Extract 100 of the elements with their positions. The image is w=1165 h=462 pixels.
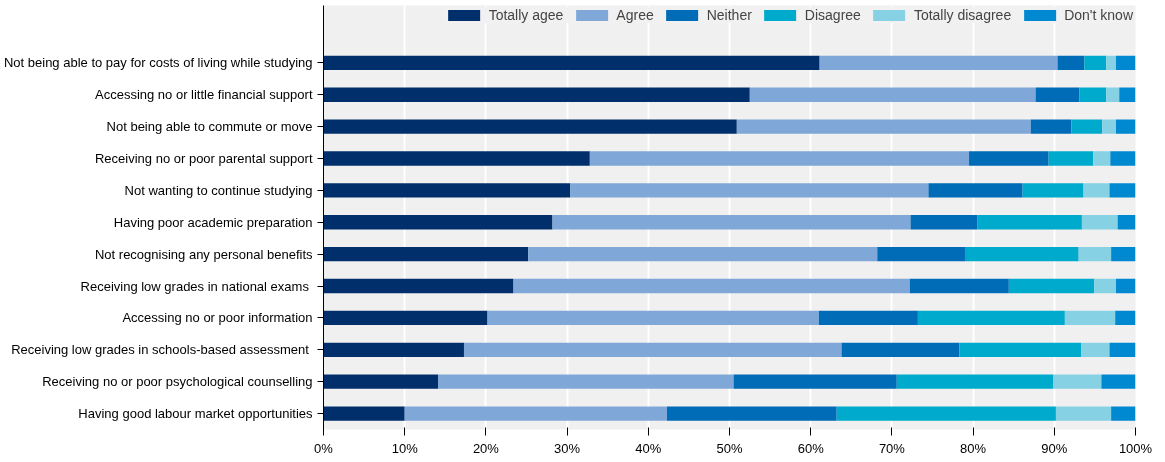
legend-label: Don't know bbox=[1064, 7, 1133, 23]
y-tick-label: Not recognising any personal benefits bbox=[94, 246, 313, 262]
bar bbox=[1081, 342, 1110, 357]
x-tick-label: 100% bbox=[1118, 440, 1153, 456]
x-tick-label: 60% bbox=[797, 440, 825, 456]
bar bbox=[323, 342, 464, 357]
bar bbox=[1022, 183, 1084, 198]
bar bbox=[909, 278, 1009, 294]
bar bbox=[1110, 151, 1136, 166]
y-tick-label: Having poor academic preparation bbox=[113, 214, 313, 230]
bar bbox=[1102, 119, 1117, 134]
x-tick-label: 30% bbox=[554, 440, 581, 456]
legend-label: Agree bbox=[616, 7, 654, 23]
bar bbox=[1093, 151, 1111, 166]
bar bbox=[323, 183, 571, 198]
bar bbox=[1116, 55, 1136, 71]
bar bbox=[323, 310, 488, 326]
legend-label: Totally disagree bbox=[913, 7, 1012, 23]
bar bbox=[1071, 119, 1103, 134]
bar bbox=[1057, 55, 1085, 71]
bar bbox=[323, 55, 820, 71]
x-tick-label: 10% bbox=[391, 440, 419, 456]
bar bbox=[570, 183, 929, 198]
y-tick-label: Receiving no or poor psychological counselling bbox=[42, 374, 313, 390]
y-tick-label: Not being able to pay for costs of living while studying bbox=[3, 55, 313, 71]
legend-label: Totally agee bbox=[488, 7, 564, 23]
bar bbox=[1064, 310, 1116, 326]
bar bbox=[487, 310, 819, 326]
bar bbox=[1083, 183, 1110, 198]
bar bbox=[323, 374, 438, 389]
x-tick-label: 20% bbox=[472, 440, 500, 456]
bar bbox=[841, 342, 960, 357]
bar bbox=[1119, 87, 1136, 102]
bar bbox=[1116, 278, 1136, 294]
bar bbox=[1030, 119, 1072, 134]
bar bbox=[1094, 278, 1117, 294]
bar bbox=[1109, 183, 1136, 198]
bar bbox=[1035, 87, 1080, 102]
bar bbox=[323, 119, 737, 134]
bar bbox=[1081, 215, 1118, 230]
bar bbox=[1053, 374, 1102, 389]
y-tick-label: Receiving low grades in schools-based assessment bbox=[11, 342, 310, 358]
bar bbox=[928, 183, 1023, 198]
bar bbox=[1109, 342, 1136, 357]
bar bbox=[323, 406, 405, 421]
bar bbox=[404, 406, 667, 421]
bar bbox=[877, 246, 965, 262]
y-tick-label: Not wanting to continue studying bbox=[124, 182, 313, 198]
bar bbox=[1115, 310, 1136, 326]
bar bbox=[1084, 55, 1107, 71]
bar bbox=[437, 374, 734, 389]
bar bbox=[589, 151, 970, 166]
x-tick-label: 70% bbox=[878, 440, 906, 456]
bar bbox=[323, 278, 514, 294]
bar bbox=[1106, 55, 1117, 71]
bar bbox=[528, 246, 878, 262]
bar bbox=[1048, 151, 1094, 166]
bar bbox=[666, 406, 837, 421]
bar bbox=[1079, 87, 1107, 102]
bar bbox=[910, 215, 978, 230]
bar bbox=[1117, 215, 1136, 230]
bar bbox=[749, 87, 1036, 102]
bar bbox=[552, 215, 911, 230]
bar bbox=[1008, 278, 1095, 294]
bar bbox=[836, 406, 1056, 421]
x-tick-label: 80% bbox=[960, 440, 987, 456]
bar bbox=[1055, 406, 1112, 421]
bar bbox=[896, 374, 1054, 389]
bar bbox=[819, 55, 1058, 71]
bar bbox=[733, 374, 897, 389]
bar bbox=[1101, 374, 1136, 389]
y-tick-label: Not being able to commute or move bbox=[106, 119, 313, 135]
bar bbox=[323, 246, 529, 262]
bar bbox=[1111, 246, 1136, 262]
x-tick-label: 0% bbox=[314, 440, 334, 456]
y-tick-label: Receiving low grades in national exams bbox=[80, 278, 310, 294]
x-tick-label: 40% bbox=[635, 440, 662, 456]
bar bbox=[1106, 87, 1120, 102]
y-tick-label: Accessing no or poor information bbox=[122, 310, 313, 326]
bar bbox=[323, 87, 750, 102]
bar bbox=[1111, 406, 1136, 421]
bar bbox=[977, 215, 1082, 230]
bar bbox=[463, 342, 842, 357]
bar bbox=[917, 310, 1065, 326]
y-tick-label: Having good labour market opportunities bbox=[78, 406, 313, 422]
bar bbox=[818, 310, 918, 326]
x-tick-label: 50% bbox=[716, 440, 743, 456]
bar bbox=[959, 342, 1082, 357]
bar bbox=[1078, 246, 1112, 262]
bar bbox=[1116, 119, 1136, 134]
bar bbox=[964, 246, 1079, 262]
legend-label: Neither bbox=[706, 7, 752, 23]
y-tick-label: Receiving no or poor parental support bbox=[94, 151, 313, 167]
bar bbox=[323, 151, 590, 166]
x-tick-label: 90% bbox=[1041, 440, 1068, 456]
y-tick-label: Accessing no or little financial support bbox=[95, 87, 313, 103]
legend-label: Disagree bbox=[804, 7, 861, 23]
bar bbox=[323, 215, 553, 230]
bar bbox=[513, 278, 910, 294]
bar bbox=[969, 151, 1049, 166]
